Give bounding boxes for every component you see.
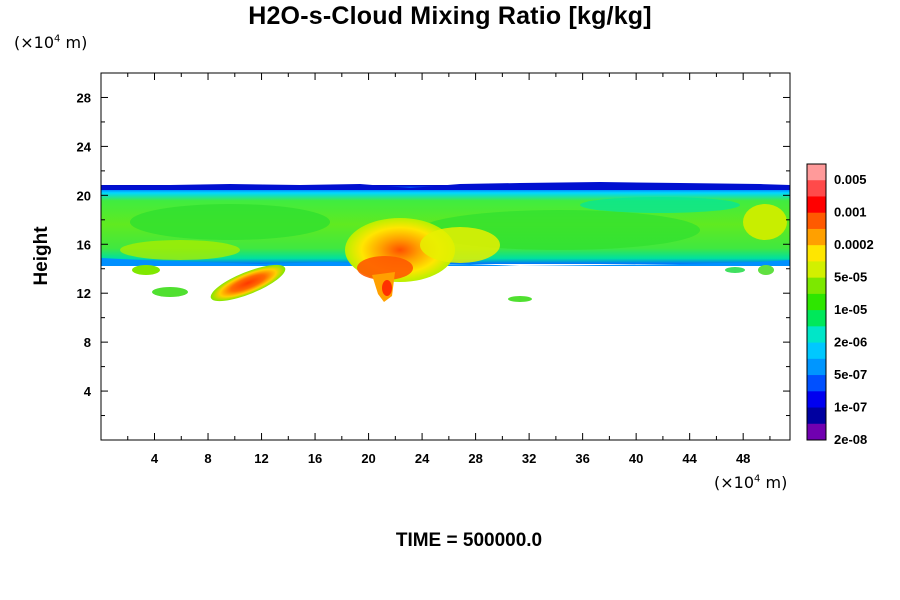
plot-frame	[100, 72, 791, 441]
cloud-deck-lower-edge	[101, 258, 790, 266]
x-tick-label: 36	[575, 451, 589, 466]
y-tick-label: 28	[77, 90, 91, 105]
cloud-band-yellow	[120, 240, 240, 260]
chart-title: H2O-s-Cloud Mixing Ratio [kg/kg]	[248, 2, 652, 30]
cloud-patch-small	[508, 296, 532, 302]
y-tick-label: 20	[77, 188, 91, 203]
colorbar-label: 1e-05	[834, 302, 867, 317]
colorbar-swatch	[807, 196, 826, 214]
x-tick-label: 20	[361, 451, 375, 466]
colorbar-label: 5e-05	[834, 270, 867, 285]
y-tick-label: 24	[77, 139, 92, 154]
colorbar-label: 2e-06	[834, 335, 867, 350]
x-tick-label: 12	[254, 451, 268, 466]
colorbar-swatch	[807, 407, 826, 425]
colorbar	[807, 164, 826, 441]
y-tick-label: 4	[84, 384, 92, 399]
cloud-core-tail-hot	[382, 280, 392, 296]
cloud-patch-small	[152, 287, 188, 297]
colorbar-swatch	[807, 180, 826, 197]
x-tick-label: 16	[308, 451, 322, 466]
y-axis-unit: (×104 m)	[14, 33, 88, 52]
colorbar-swatch	[807, 164, 826, 181]
cloud-core-secondary	[420, 227, 500, 263]
cloud-band-green	[130, 204, 330, 240]
x-axis-unit: (×104 m)	[714, 473, 788, 492]
y-tick-label: 12	[77, 286, 91, 301]
colorbar-swatch	[807, 342, 826, 360]
x-tick-label: 28	[468, 451, 482, 466]
colorbar-swatch	[807, 293, 826, 311]
colorbar-swatch	[807, 277, 826, 295]
cloud-patch-small	[132, 265, 160, 275]
colorbar-labels: 0.005 0.001 0.0002 5e-05 1e-05 2e-06 5e-07 1e-0…	[834, 172, 874, 447]
x-tick-label: 48	[736, 451, 750, 466]
colorbar-label: 0.001	[834, 205, 867, 220]
colorbar-swatch	[807, 228, 826, 246]
colorbar-swatch	[807, 423, 826, 441]
cloud-band-cyan	[580, 197, 740, 213]
colorbar-swatch	[807, 358, 826, 376]
x-tick-label: 8	[204, 451, 211, 466]
x-tick-label: 4	[151, 451, 159, 466]
y-tick-label: 8	[84, 335, 91, 350]
colorbar-swatch	[807, 375, 826, 392]
x-tick-label: 44	[682, 451, 697, 466]
y-tick-label: 16	[77, 237, 91, 252]
colorbar-swatch	[807, 326, 826, 344]
cloud-deck-top-edge	[101, 182, 790, 190]
time-label: TIME = 500000.0	[395, 530, 543, 551]
colorbar-swatch	[807, 391, 826, 409]
colorbar-swatch	[807, 245, 826, 262]
cloud-band-yellow	[743, 204, 787, 240]
colorbar-label: 0.005	[834, 172, 867, 187]
cloud-core-hot	[357, 256, 413, 280]
x-tick-label: 24	[415, 451, 430, 466]
colorbar-swatch	[807, 310, 826, 327]
axis-ticks	[101, 73, 790, 440]
colorbar-swatch	[807, 212, 826, 230]
x-tick-label: 40	[629, 451, 643, 466]
colorbar-frame	[806, 163, 827, 441]
colorbar-label: 5e-07	[834, 367, 867, 382]
colorbar-label: 0.0002	[834, 237, 874, 252]
colorbar-swatch	[807, 261, 826, 279]
x-tick-label: 32	[522, 451, 536, 466]
cloud-patch-small	[725, 267, 745, 273]
cloud-field	[101, 182, 790, 302]
cloud-patch-hot	[210, 264, 286, 302]
colorbar-label: 2e-08	[834, 432, 867, 447]
colorbar-label: 1e-07	[834, 400, 867, 415]
cloud-patch-small	[758, 265, 774, 275]
